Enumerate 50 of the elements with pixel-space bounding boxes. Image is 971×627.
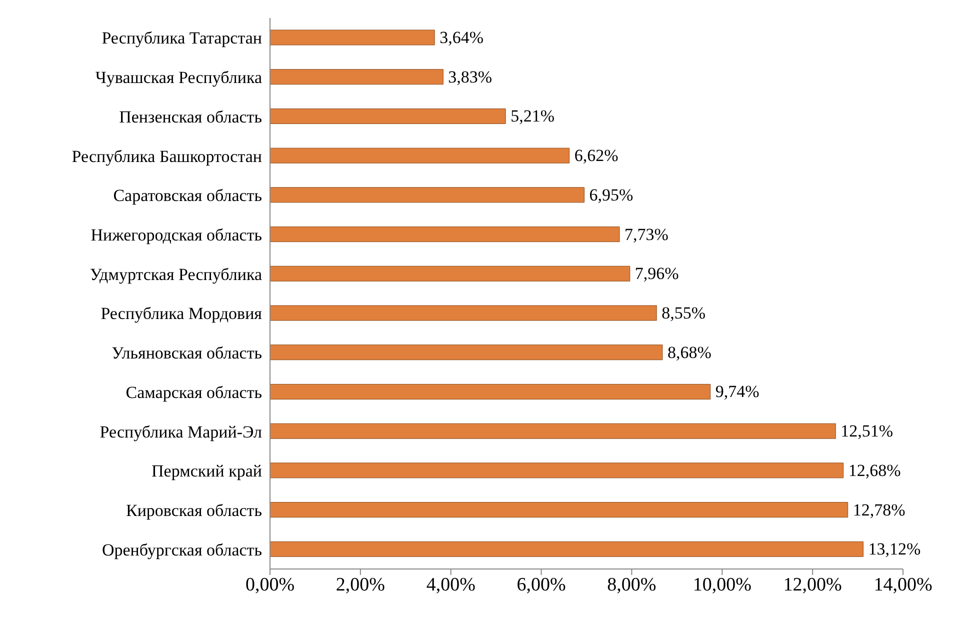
y-tick-label: Нижегородская область [90, 226, 262, 244]
x-tick-label: 0,00% [245, 574, 295, 596]
data-label: 12,68% [848, 460, 901, 480]
x-tick-label: 8,00% [607, 574, 656, 596]
bar [270, 541, 864, 557]
y-tick-label: Удмуртская Республика [90, 264, 262, 284]
bar [270, 187, 584, 203]
data-label: 6,62% [574, 146, 618, 166]
bar [270, 30, 435, 46]
x-tick-label: 14,00% [874, 574, 932, 596]
y-tick-label: Пензенская область [119, 107, 262, 126]
data-label: 12,78% [852, 500, 906, 520]
data-label: 5,21% [510, 106, 554, 126]
y-tick-label: Кировская область [126, 501, 262, 520]
y-tick-label: Пермский край [152, 462, 262, 481]
x-tick-label: 4,00% [426, 574, 476, 596]
y-tick-label: Республика Татарстан [102, 28, 262, 48]
data-label: 7,96% [634, 264, 679, 284]
data-label: 3,83% [448, 67, 492, 86]
data-label: 9,74% [715, 382, 760, 402]
bar [270, 344, 663, 360]
x-tick-label: 10,00% [692, 574, 752, 596]
data-label: 6,95% [589, 185, 634, 204]
x-tick-label: 12,00% [783, 574, 842, 596]
bar [270, 226, 620, 242]
x-tick-label: 2,00% [336, 574, 386, 596]
data-label: 12,51% [840, 422, 894, 441]
bar [270, 384, 711, 400]
y-tick-label: Республика Башкортостан [72, 146, 262, 166]
y-tick-label: Ульяновская область [112, 344, 262, 363]
y-tick-label: Республика Мордовия [100, 304, 262, 324]
data-label: 8,55% [662, 304, 706, 322]
y-tick-label: Чувашская Республика [95, 68, 262, 88]
bar [270, 266, 630, 282]
x-tick-label: 6,00% [516, 574, 566, 596]
y-tick-label: Оренбургская область [102, 540, 262, 560]
bar [270, 108, 506, 124]
y-tick-label: Самарская область [126, 382, 262, 402]
data-label: 13,12% [868, 540, 921, 559]
bar [270, 305, 657, 321]
bar [270, 69, 444, 85]
bar [270, 423, 836, 439]
data-label: 3,64% [440, 28, 484, 47]
bar [270, 148, 570, 164]
data-label: 8,68% [667, 342, 712, 362]
bar [270, 462, 844, 478]
bar [270, 502, 848, 518]
y-tick-label: Саратовская область [113, 186, 262, 206]
data-label: 7,73% [624, 224, 668, 244]
y-tick-label: Республика Марий-Эл [100, 422, 263, 442]
